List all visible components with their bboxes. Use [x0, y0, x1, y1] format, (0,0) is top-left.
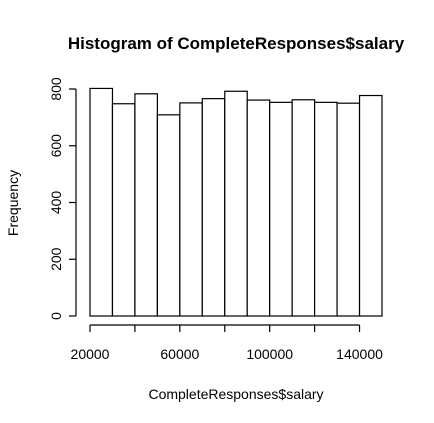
- histogram-bar: [269, 101, 293, 317]
- x-axis-ticks: 20000 60000 100000 140000: [71, 325, 383, 362]
- y-tick-label: 600: [48, 134, 64, 158]
- histogram-bar: [111, 103, 136, 317]
- x-tick-label: 100000: [246, 346, 293, 362]
- histogram-bar: [89, 87, 114, 317]
- y-tick-label: 0: [48, 312, 64, 320]
- y-axis-ticks: 0 200 400 600 800: [48, 77, 76, 320]
- y-tick-label: 800: [48, 77, 64, 101]
- histogram-bar: [134, 93, 158, 317]
- histogram-bar: [336, 102, 361, 317]
- bars-group: [89, 87, 383, 317]
- histogram-bar: [201, 98, 226, 317]
- histogram-bar: [358, 94, 383, 317]
- x-tick-label: 20000: [71, 346, 110, 362]
- histogram-bar: [291, 99, 316, 317]
- y-axis-label: Frequency: [5, 170, 21, 236]
- y-tick-label: 400: [48, 191, 64, 215]
- histogram-bar: [179, 102, 203, 317]
- x-tick-label: 60000: [160, 346, 199, 362]
- x-tick-label: 140000: [336, 346, 383, 362]
- x-axis-label: CompleteResponses$salary: [148, 386, 323, 402]
- chart-title: Histogram of CompleteResponses$salary: [68, 34, 405, 53]
- histogram-bar: [156, 114, 181, 317]
- histogram-bar: [224, 90, 248, 317]
- histogram-bar: [314, 101, 338, 317]
- histogram-bar: [246, 99, 271, 317]
- y-tick-label: 200: [48, 247, 64, 271]
